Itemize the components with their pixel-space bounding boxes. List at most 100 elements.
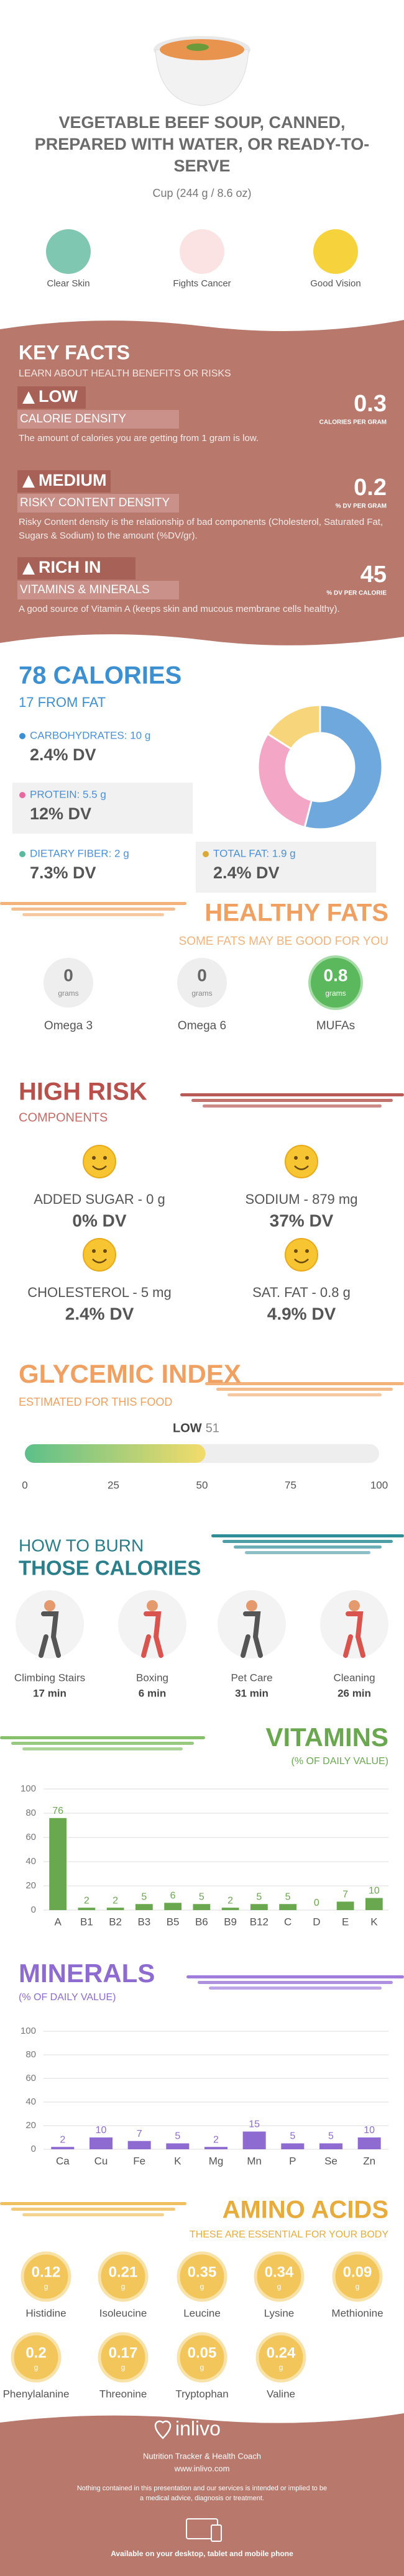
nutrient-dot <box>19 792 25 798</box>
x-tick-label: C <box>284 1916 292 1927</box>
emoji-mouth <box>294 1165 309 1170</box>
x-tick-label: B3 <box>137 1916 150 1927</box>
x-tick-label: A <box>54 1916 62 1927</box>
stripe <box>22 1747 183 1750</box>
footer-disclaimer: Nothing contained in this presentation a… <box>76 2485 328 2502</box>
emoji <box>285 1238 318 1272</box>
nutrient-label: DIETARY FIBER: 2 g <box>30 847 129 859</box>
footer-available: Available on your desktop, tablet and mo… <box>111 2549 293 2558</box>
activity-bg <box>16 1590 84 1659</box>
fact-desc-box: Risky Content density is the relationshi… <box>19 517 383 541</box>
benefit-label: Clear Skin <box>47 278 90 289</box>
nutrient-dot <box>19 733 25 739</box>
stripe <box>211 1534 404 1537</box>
y-tick-label: 60 <box>25 2073 36 2083</box>
device-icon <box>211 2524 222 2542</box>
benefit-icon <box>46 229 91 274</box>
x-tick-label: D <box>313 1916 320 1927</box>
footer-disclaimer-box: Nothing contained in this presentation a… <box>76 2485 328 2502</box>
risk-label: SAT. FAT - 0.8 g <box>252 1285 351 1300</box>
y-tick-label: 40 <box>25 2096 36 2107</box>
fat-name: MUFAs <box>316 1019 355 1032</box>
y-tick-label: 80 <box>25 2049 36 2060</box>
key-facts-subtitle: LEARN ABOUT HEALTH BENEFITS OR RISKS <box>19 368 231 379</box>
amino-value: 0.35 <box>188 2264 217 2280</box>
x-tick-label: B9 <box>224 1916 237 1927</box>
value-label: 7 <box>137 2129 142 2139</box>
glycemic-tick: 100 <box>370 1479 388 1491</box>
title-box: VEGETABLE BEEF SOUP, CANNED, PREPARED WI… <box>34 113 370 175</box>
fat-value: 0 <box>197 965 207 985</box>
fact-unit: % DV PER CALORIE <box>326 590 387 597</box>
activity-head <box>349 1600 360 1611</box>
y-tick-label: 80 <box>25 1808 36 1818</box>
risk-dv: 0% DV <box>72 1211 126 1230</box>
amino-name: Phenylalanine <box>3 2388 70 2400</box>
activity-figure <box>241 1611 263 1658</box>
fact-unit: % DV PER GRAM <box>336 503 387 510</box>
activity-figure <box>141 1611 163 1658</box>
y-tick-label: 100 <box>21 2026 36 2036</box>
emoji-eye <box>103 1156 107 1160</box>
value-label: 6 <box>170 1891 176 1901</box>
benefit-label: Good Vision <box>310 278 361 289</box>
x-tick-label: B1 <box>80 1916 93 1927</box>
emoji-eye <box>294 1249 298 1253</box>
nutrient-dv: 7.3% DV <box>30 863 96 882</box>
amino-name: Threonine <box>99 2388 147 2400</box>
fat-value: 0 <box>63 965 73 985</box>
amino-subtitle: THESE ARE ESSENTIAL FOR YOUR BODY <box>190 2229 388 2240</box>
bar <box>51 2147 75 2149</box>
bar <box>164 1903 181 1910</box>
fact-value: 45 <box>360 562 387 588</box>
amino-circle <box>177 2251 227 2302</box>
value-label: 76 <box>52 1806 63 1816</box>
value-label: 5 <box>199 1891 204 1902</box>
activity-head <box>147 1600 158 1611</box>
amino-value: 0.05 <box>188 2344 217 2361</box>
level: LOW <box>39 387 78 406</box>
chart-subtitle: (% OF DAILY VALUE) <box>292 1756 388 1767</box>
y-tick-label: 20 <box>25 2120 36 2131</box>
fat-value: 0.8 <box>324 965 348 985</box>
benefit-label-box: Clear Skin <box>47 278 90 289</box>
stripe <box>198 1981 393 1984</box>
stripe <box>227 1393 382 1396</box>
x-tick-label: Se <box>324 2155 337 2167</box>
fat-name: Omega 3 <box>44 1019 93 1032</box>
stripe <box>11 2208 175 2211</box>
amino-circle <box>255 2332 306 2383</box>
value-label: 5 <box>285 1891 291 1902</box>
x-tick-label: B2 <box>109 1916 122 1927</box>
x-tick-label: B6 <box>195 1916 208 1927</box>
y-tick-label: 20 <box>25 1880 36 1891</box>
emoji <box>83 1145 116 1178</box>
title: VEGETABLE BEEF SOUP, CANNED, PREPARED WI… <box>34 113 370 175</box>
activity-head <box>246 1600 257 1611</box>
risk-dv: 37% DV <box>270 1211 334 1230</box>
value-label: 10 <box>364 2125 375 2136</box>
value-label: 2 <box>227 1895 233 1906</box>
bar <box>279 1904 296 1910</box>
y-tick-label: 0 <box>31 1905 36 1915</box>
stripe <box>209 1987 382 1990</box>
stripe <box>191 1099 393 1102</box>
amino-name: Valine <box>267 2388 295 2400</box>
fact-label: CALORIE DENSITY <box>20 412 126 426</box>
emoji-eye <box>294 1156 298 1160</box>
stripe <box>22 913 164 916</box>
x-tick-label: B5 <box>167 1916 180 1927</box>
amino-value: 0.34 <box>265 2264 294 2280</box>
bar <box>319 2143 342 2149</box>
emoji <box>285 1145 318 1178</box>
donut-segment <box>266 704 321 750</box>
amino-unit: g <box>121 2282 126 2291</box>
risk-label: CHOLESTEROL - 5 mg <box>27 1285 171 1300</box>
fact-desc: A good source of Vitamin A (keeps skin a… <box>19 604 340 614</box>
bar <box>127 2141 151 2149</box>
stripe <box>216 1388 393 1391</box>
amino-circle <box>98 2332 149 2383</box>
stripe <box>186 1975 404 1978</box>
amino-circle <box>11 2332 62 2383</box>
